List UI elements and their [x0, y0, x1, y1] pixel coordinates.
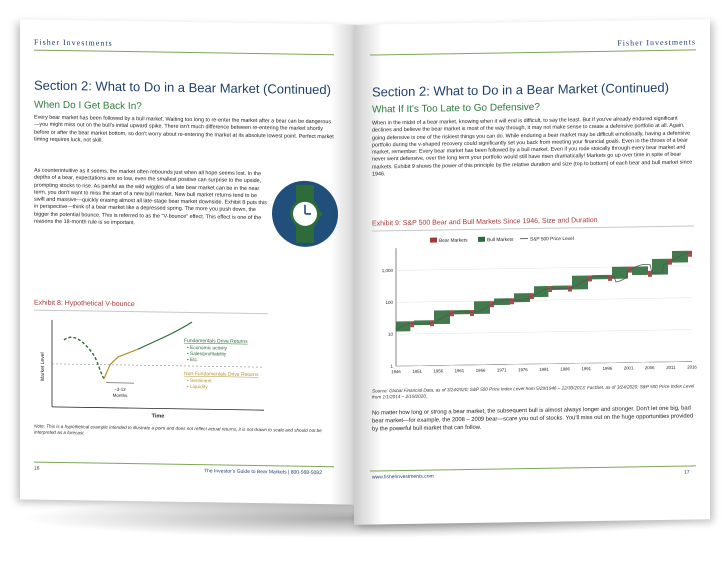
bull-market-block	[414, 320, 430, 326]
nonfund-item-1: • Sentiment	[187, 378, 212, 384]
fundamental-rebound	[137, 321, 193, 350]
x-tick-label: 2011	[666, 365, 676, 370]
x-tick-label: 2016	[687, 364, 697, 369]
bull-market-block	[454, 309, 470, 315]
bear-market-block	[688, 250, 692, 257]
gridline	[396, 329, 692, 335]
paragraph: No matter how long or strong a bear mark…	[372, 405, 694, 433]
header-rule	[34, 49, 334, 56]
bull-market-block	[514, 293, 530, 303]
website-link[interactable]: www.fisherinvestments.com	[372, 473, 434, 481]
x-tick-label: 1996	[603, 366, 613, 371]
bear-market-block	[568, 285, 572, 292]
bull-market-block	[612, 266, 628, 279]
right-page: Fisher Investments Section 2: What to Do…	[354, 19, 710, 525]
bear-market-block	[410, 321, 415, 328]
paragraph: When in the midst of a bear market, know…	[372, 115, 693, 178]
bull-market-block	[652, 258, 668, 275]
watch-icon	[272, 180, 338, 247]
bear-market-block	[470, 310, 474, 317]
bull-market-block	[534, 286, 549, 298]
bull-market-block	[434, 310, 450, 325]
bear-market-block	[648, 270, 652, 277]
section-subtitle: When Do I Get Back In?	[34, 99, 142, 113]
x-tick-label: 1966	[476, 368, 486, 373]
bull-market-block	[592, 274, 608, 280]
bull-bear-chart: 1 10 100 1,000 1946 1951 1956 1961 1966 1971 1976 1…	[382, 236, 698, 374]
watch-illustration	[270, 178, 340, 249]
legend-bull: Bull Markets	[487, 237, 514, 243]
section-subtitle: What If It's Too Late to Go Defensive?	[372, 101, 540, 116]
fund-item-1: • Economic activity	[187, 345, 228, 352]
bull-market-block	[572, 275, 588, 290]
x-axis-label: Time	[152, 413, 165, 419]
y-tick-label: 1,000	[382, 268, 394, 273]
fund-item-2: • Sales/profitability	[187, 351, 227, 358]
paragraph: As counterintuitive as it seems, the mar…	[34, 167, 267, 227]
fund-item-3: • Etc.	[187, 357, 198, 363]
x-tick-label: 2006	[645, 365, 655, 370]
footer-text: The Investor's Guide to Bear Markets | 8…	[204, 468, 322, 477]
x-tick-label: 1956	[434, 368, 444, 373]
paragraph: Every bear market has been followed by a…	[34, 114, 334, 144]
chart-note: Note: This is a hypothetical example int…	[34, 423, 322, 436]
bull-market-block	[396, 321, 411, 332]
sp500-price-line	[395, 252, 693, 330]
x-tick-label: 1971	[497, 367, 507, 372]
v-bounce-chart: Market Level ~3-12 Months Fundamentals D…	[40, 319, 264, 420]
legend-line: S&P 500 Price Level	[530, 236, 574, 243]
bull-market-block	[672, 250, 688, 263]
exhibit-title: Exhibit 9: S&P 500 Bear and Bull Markets…	[372, 216, 598, 228]
gridline	[396, 297, 692, 303]
x-tick-label: 1946	[391, 369, 401, 374]
chart-source: Source: Global Financial Data, as of 3/2…	[372, 383, 695, 400]
gridline	[396, 361, 692, 367]
exhibit-title: Exhibit 8: Hypothetical V-bounce	[34, 299, 135, 309]
nonfundamentals-title: Non-Fundamentals Drive Returns	[184, 371, 259, 378]
left-page: Fisher Investments Section 2: What to Do…	[20, 19, 358, 505]
page-number: 17	[684, 469, 690, 476]
bear-decline-line	[63, 336, 105, 380]
y-tick-label: 1	[390, 364, 393, 369]
x-tick-label: 1986	[560, 366, 570, 371]
footer-rule	[370, 465, 696, 472]
page-number: 16	[34, 465, 40, 472]
page-title: Section 2: What to Do in a Bear Market (…	[34, 77, 331, 98]
months-range: ~3-12	[114, 387, 126, 392]
y-axis-label: Market Level	[40, 352, 46, 381]
x-tick-label: 1951	[412, 369, 422, 374]
months-label: Months	[113, 393, 129, 398]
brand-logo: Fisher Investments	[617, 37, 696, 48]
brand-logo: Fisher Investments	[34, 37, 113, 48]
footer-rule	[34, 461, 334, 468]
header-rule	[370, 49, 696, 56]
baseline	[52, 363, 264, 368]
nonfundamental-rebound	[103, 348, 139, 379]
legend-swatch-bull	[478, 236, 485, 242]
x-tick-label: 1991	[582, 366, 592, 371]
x-tick-label: 2001	[624, 365, 634, 370]
y-tick-label: 100	[385, 300, 393, 305]
bull-market-block	[474, 301, 490, 315]
x-tick-label: 1961	[455, 368, 465, 373]
x-tick-label: 1981	[539, 367, 549, 372]
page-title: Section 2: What to Do in a Bear Market (…	[372, 79, 669, 100]
y-tick-label: 10	[388, 332, 394, 337]
bear-market-block	[548, 285, 552, 293]
legend-bear: Bear Markets	[439, 238, 468, 244]
bear-market-block	[608, 274, 612, 281]
bear-market-block	[510, 298, 514, 305]
fundamentals-title: Fundamentals Drive Returns	[184, 338, 248, 345]
x-tick-label: 1976	[518, 367, 528, 372]
legend-swatch-bear	[430, 237, 437, 243]
nonfund-item-2: • Liquidity	[187, 384, 208, 390]
x-axis	[52, 406, 264, 411]
bull-market-block	[632, 266, 648, 276]
